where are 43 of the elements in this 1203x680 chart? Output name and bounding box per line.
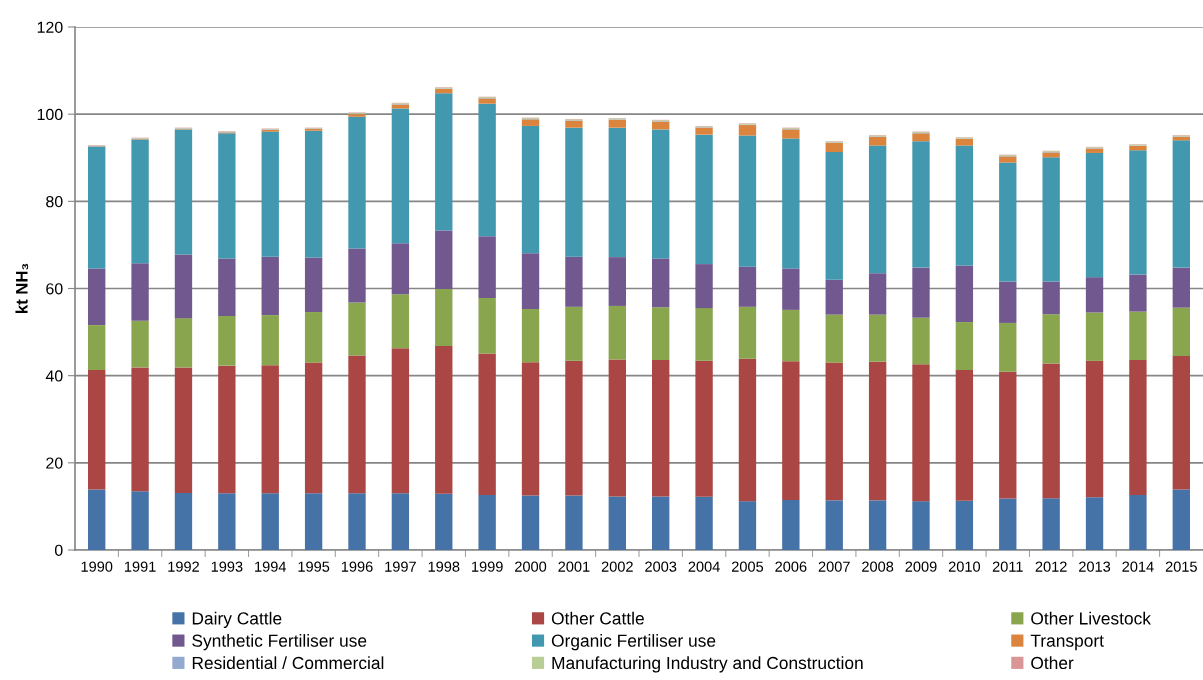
x-tick-label: 1997 [385,561,416,572]
x-tick-label: 2013 [1079,561,1111,572]
x-tick-label: 1991 [124,561,156,572]
x-tick-label: 2007 [818,561,850,572]
x-tick-label: 2009 [905,561,937,572]
x-tick-label: 2012 [1035,561,1067,572]
x-tick-label: 1992 [168,561,199,572]
legend-label: Synthetic Fertiliser use [192,634,367,651]
legend-label: Other Cattle [551,611,644,625]
y-tick-label: 100 [37,108,63,121]
x-tick-label: 2002 [601,561,633,572]
legend-label: Organic Fertiliser use [551,634,716,651]
y-tick-label: 120 [37,21,63,33]
x-tick-label: 2008 [862,561,894,572]
x-tick-label: 1993 [211,561,243,572]
legend-label: Transport [1030,634,1104,651]
x-tick-label: 2000 [515,561,547,572]
x-tick-label: 2004 [688,561,720,572]
x-tick-label: 2001 [558,561,590,572]
legend-label: Residential / Commercial [192,656,384,670]
x-tick-label: 1990 [81,561,113,572]
x-tick-label: 1996 [341,561,373,572]
x-tick-label: 1998 [428,561,460,572]
x-tick-label: 2003 [645,561,677,572]
legend-label: Other [1031,656,1074,670]
y-tick-label: 60 [46,283,63,295]
y-tick-label: 0 [54,544,63,556]
x-tick-label: 2006 [775,561,807,572]
x-tick-label: 2010 [948,561,981,572]
x-tick-label: 2011 [992,561,1023,572]
x-tick-label: 1999 [472,561,503,572]
x-tick-label: 2005 [731,561,764,572]
legend-label: Other Livestock [1031,611,1151,625]
legend-label: Dairy Cattle [192,611,282,629]
y-tick-label: 20 [46,457,63,469]
y-axis-title: kt NH₃ [15,263,29,313]
legend-label: Manufacturing Industry and Construction [552,656,863,673]
y-tick-label: 80 [46,195,63,208]
x-tick-label: 1994 [255,561,287,572]
x-tick-label: 1995 [298,561,330,572]
x-tick-label: 2015 [1165,561,1197,572]
x-tick-label: 2014 [1122,561,1154,572]
y-tick-label: 40 [45,370,63,382]
